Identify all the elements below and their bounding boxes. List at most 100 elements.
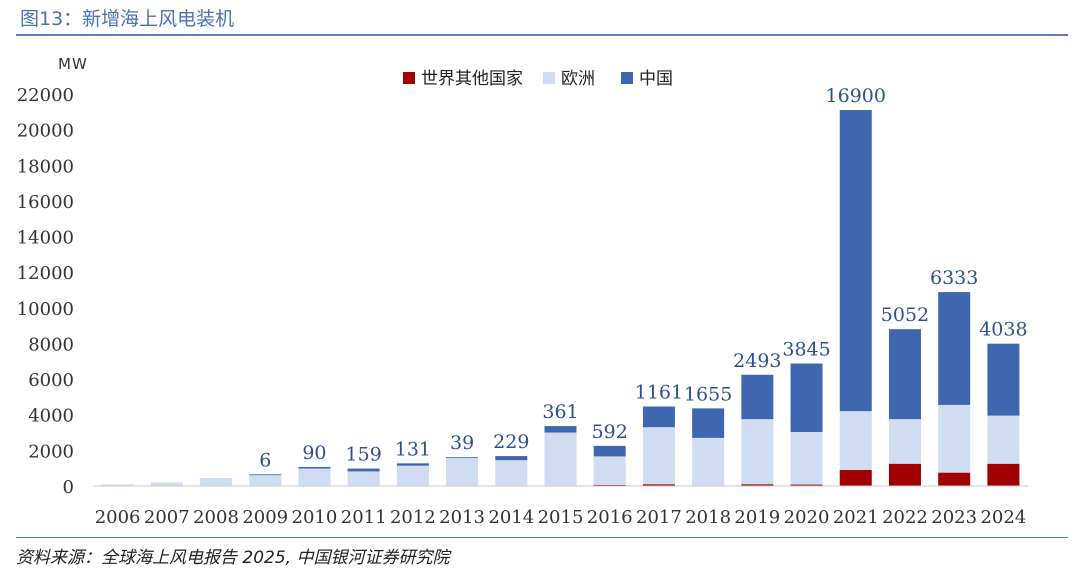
bar-segment-1-2006 (101, 484, 134, 486)
bar-segment-0-2023 (938, 472, 971, 486)
bar-segment-0-2024 (987, 463, 1020, 486)
bar-segment-2-2009 (249, 474, 282, 476)
bar-segment-1-2015 (544, 432, 577, 486)
bar-segment-1-2017 (642, 427, 675, 485)
bar-segment-0-2021 (839, 469, 872, 486)
bar-segment-2-2023 (938, 292, 971, 405)
x-tick-label: 2016 (587, 507, 633, 528)
y-axis-ticks: 0 2000 4000 6000 8000 10000 12000 14000 16000 180… (17, 85, 74, 498)
bar-segment-1-2008 (200, 477, 233, 486)
legend-swatch-0 (403, 72, 415, 84)
legend-label-1: 欧洲 (561, 69, 595, 89)
bar-segment-1-2010 (298, 468, 331, 486)
legend-swatch-1 (543, 72, 555, 84)
y-tick-label: 18000 (17, 156, 74, 177)
y-tick-label: 6000 (28, 370, 74, 391)
bar-segment-0-2020 (790, 484, 823, 486)
data-label-2016: 592 (592, 421, 628, 443)
y-tick-label: 10000 (17, 299, 74, 320)
bar-segment-0-2016 (593, 484, 626, 486)
x-tick-label: 2011 (341, 507, 387, 528)
y-unit-label: MW (58, 55, 88, 73)
x-tick-label: 2014 (488, 507, 534, 528)
data-label-2020: 3845 (782, 339, 830, 361)
data-label-2018: 1655 (684, 383, 732, 405)
data-label-2019: 2493 (733, 350, 781, 372)
bar-segment-1-2014 (495, 460, 528, 486)
x-tick-label: 2009 (242, 507, 288, 528)
bar-segment-1-2018 (692, 437, 725, 486)
bar-segment-1-2020 (790, 432, 823, 485)
y-tick-label: 16000 (17, 192, 74, 213)
data-label-2014: 229 (493, 431, 529, 453)
bar-segment-2-2012 (396, 463, 429, 466)
x-tick-label: 2008 (193, 507, 239, 528)
bar-segment-2-2011 (347, 468, 380, 472)
y-tick-label: 20000 (17, 121, 74, 142)
x-axis-ticks: 2006 2007 2008 2009 2010 2011 2012 2013 2014 2015… (95, 507, 1027, 528)
x-tick-label: 2022 (882, 507, 928, 528)
bar-segment-1-2022 (888, 419, 921, 464)
title-rule (16, 34, 1068, 36)
bar-segment-2-2014 (495, 456, 528, 461)
x-tick-label: 2013 (439, 507, 485, 528)
data-label-2024: 4038 (979, 319, 1027, 341)
y-tick-label: 2000 (28, 441, 74, 462)
x-tick-label: 2024 (980, 507, 1026, 528)
x-tick-label: 2023 (931, 507, 977, 528)
bar-segment-1-2013 (446, 457, 479, 486)
legend-swatch-2 (621, 72, 633, 84)
y-tick-label: 14000 (17, 228, 74, 249)
x-tick-label: 2020 (784, 507, 830, 528)
data-label-2009: 6 (259, 449, 271, 471)
data-label-2023: 6333 (930, 267, 978, 289)
bar-segment-2-2021 (839, 110, 872, 412)
data-label-2022: 5052 (881, 304, 929, 326)
bar-segment-1-2019 (741, 419, 774, 485)
bar-segment-0-2022 (888, 463, 921, 486)
bar-segment-1-2007 (150, 482, 183, 486)
bar-segment-2-2019 (741, 374, 774, 420)
y-tick-label: 22000 (17, 85, 74, 106)
footer-rule (16, 537, 1068, 538)
x-tick-label: 2006 (95, 507, 141, 528)
bar-segment-2-2022 (888, 329, 921, 420)
data-label-2010: 90 (302, 442, 326, 464)
legend-label-0: 世界其他国家 (421, 69, 523, 89)
x-tick-label: 2007 (144, 507, 190, 528)
bar-segment-2-2010 (298, 466, 331, 469)
bar-segment-1-2009 (249, 474, 282, 486)
data-label-2012: 131 (395, 438, 431, 460)
x-tick-label: 2017 (636, 507, 682, 528)
bar-segment-1-2016 (593, 456, 626, 485)
x-tick-label: 2010 (292, 507, 338, 528)
x-tick-label: 2021 (833, 507, 879, 528)
x-tick-label: 2015 (538, 507, 584, 528)
bar-segment-1-2012 (396, 465, 429, 486)
data-label-2017: 1161 (635, 382, 683, 404)
y-tick-label: 12000 (17, 263, 74, 284)
y-tick-label: 0 (63, 477, 74, 498)
bar-segment-2-2024 (987, 343, 1020, 416)
bar-segment-2-2013 (446, 457, 479, 458)
bar-segment-2-2020 (790, 363, 823, 433)
bar-segment-2-2015 (544, 426, 577, 433)
bar-segment-2-2018 (692, 408, 725, 438)
bar-segment-2-2016 (593, 445, 626, 457)
bar-segment-2-2017 (642, 406, 675, 428)
bar-segment-1-2023 (938, 404, 971, 473)
x-tick-label: 2012 (390, 507, 436, 528)
bar-segment-0-2017 (642, 484, 675, 486)
x-tick-label: 2018 (685, 507, 731, 528)
figure-title: 图13：新增海上风电装机 (20, 8, 235, 30)
legend-label-2: 中国 (639, 69, 673, 89)
data-label-2013: 39 (450, 432, 474, 454)
y-tick-label: 4000 (28, 406, 74, 427)
data-label-2021: 16900 (826, 85, 886, 107)
bar-segment-1-2024 (987, 415, 1020, 464)
bars (101, 110, 1020, 486)
bar-segment-0-2019 (741, 484, 774, 486)
legend: 世界其他国家 欧洲 中国 (403, 69, 673, 89)
